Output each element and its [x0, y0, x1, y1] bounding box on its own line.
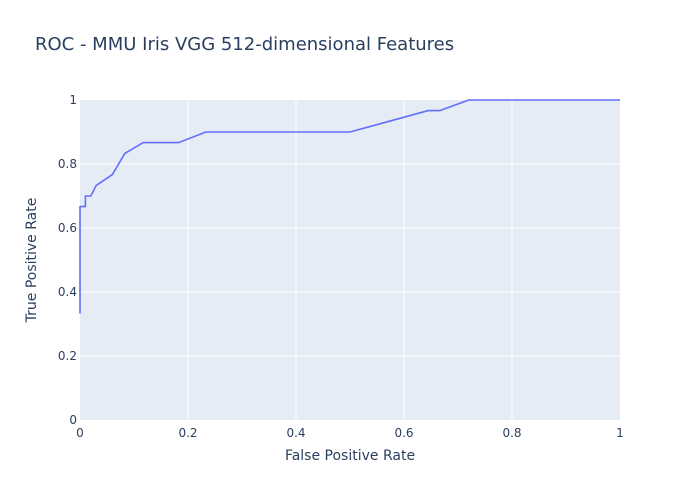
y-axis-label: True Positive Rate: [24, 198, 40, 324]
x-tick-label: 0: [76, 426, 84, 440]
x-axis-label: False Positive Rate: [285, 448, 415, 464]
plot-area: [80, 100, 620, 420]
y-tick-label: 0.6: [58, 221, 77, 235]
x-tick-label: 0.4: [286, 426, 305, 440]
grid-lines: [80, 100, 620, 420]
y-tick-label: 0: [69, 413, 77, 427]
y-tick-label: 0.8: [58, 157, 77, 171]
roc-curve-line: [79, 99, 620, 314]
x-tick-label: 0.6: [394, 426, 413, 440]
x-tick-label: 0.2: [178, 426, 197, 440]
chart-title: ROC - MMU Iris VGG 512-dimensional Featu…: [35, 34, 454, 55]
y-tick-label: 0.4: [58, 285, 77, 299]
x-tick-label: 0.8: [502, 426, 521, 440]
y-tick-label: 0.2: [58, 349, 77, 363]
x-axis-ticks: 0 0.2 0.4 0.6 0.8 1: [76, 426, 624, 440]
x-tick-label: 1: [616, 426, 624, 440]
series-group: [79, 99, 620, 314]
y-tick-label: 1: [69, 93, 77, 107]
y-axis-ticks: 0 0.2 0.4 0.6 0.8 1: [58, 93, 77, 427]
